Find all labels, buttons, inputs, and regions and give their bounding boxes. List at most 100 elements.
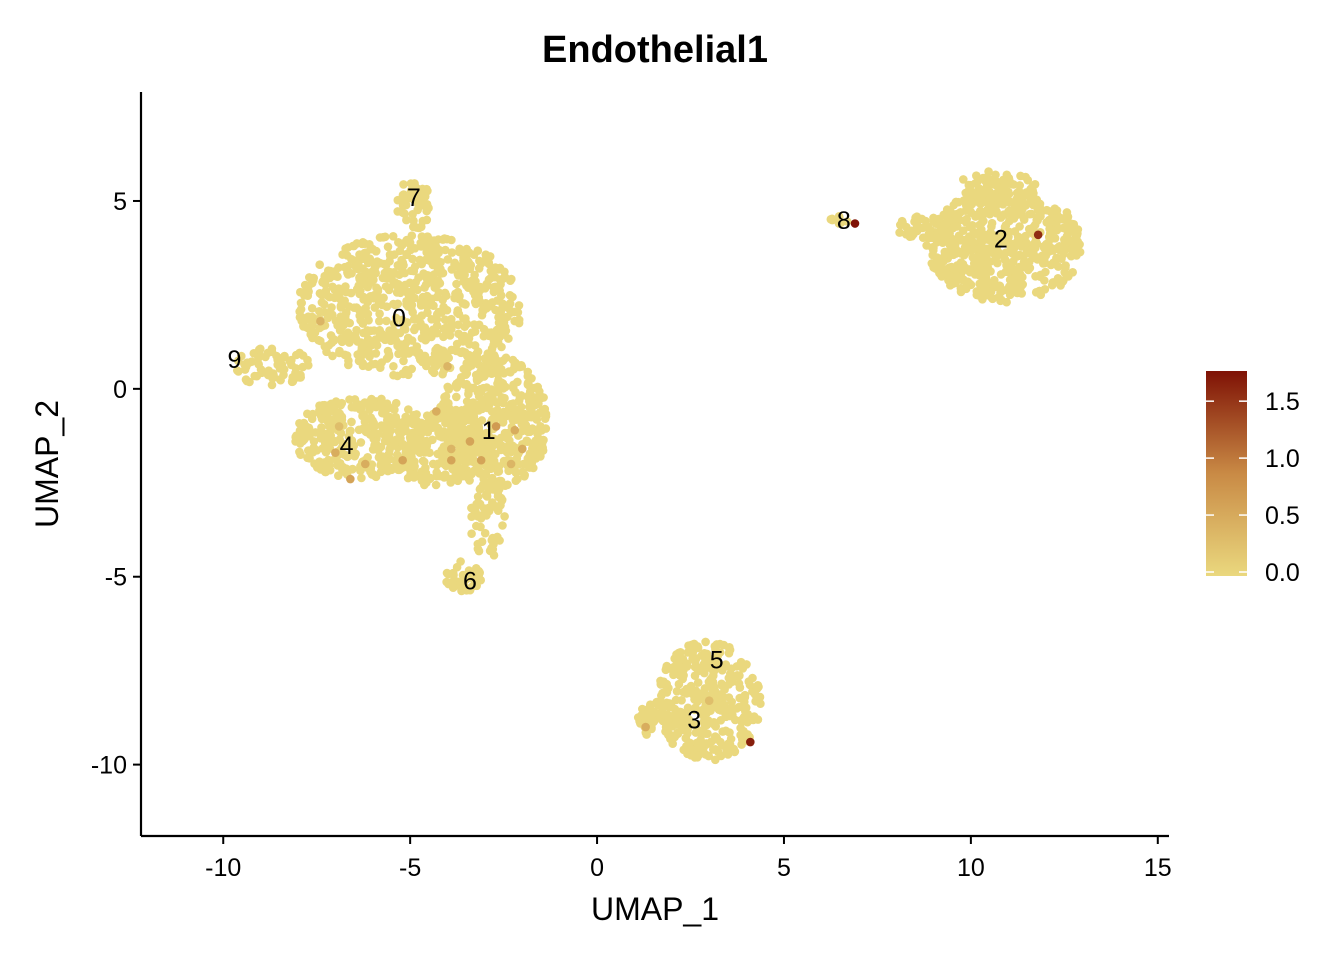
cell-point	[485, 481, 495, 491]
cell-point	[460, 581, 469, 591]
cell-point	[942, 205, 952, 214]
cell-point	[346, 426, 355, 436]
cell-point	[425, 448, 434, 458]
cell-point	[350, 403, 360, 412]
cell-point	[700, 668, 709, 678]
cell-point	[968, 221, 977, 230]
cell-point	[520, 409, 529, 419]
cluster-labels: 0 1 2 3 4 5 6 7 8 9	[228, 184, 1008, 734]
cell-point	[696, 706, 706, 715]
cell-point	[399, 356, 408, 366]
cell-point	[691, 728, 701, 737]
cell-point	[743, 717, 752, 727]
cell-point	[967, 198, 977, 208]
cell-point	[336, 400, 346, 410]
cell-point	[692, 697, 702, 707]
cell-point	[344, 360, 353, 370]
y-axis-ticks: -10 -5 0 5	[91, 188, 141, 780]
cell-point	[494, 382, 504, 392]
cell-point	[405, 239, 415, 249]
expression-point	[506, 459, 516, 469]
cell-point	[1068, 227, 1078, 237]
cell-point	[267, 380, 277, 390]
cell-point	[466, 383, 475, 393]
cell-point	[405, 278, 415, 288]
cell-point	[1016, 283, 1025, 292]
cell-point	[406, 301, 415, 310]
cell-point	[419, 238, 429, 248]
y-axis-label: UMAP_2	[29, 400, 65, 528]
cell-point	[476, 522, 485, 532]
cell-point	[1015, 250, 1024, 260]
cell-point	[449, 569, 458, 579]
cell-point	[242, 358, 252, 368]
cell-point	[338, 250, 347, 259]
cluster-label: 7	[407, 184, 421, 212]
cell-point	[451, 464, 461, 473]
highlighted-points	[316, 219, 1043, 747]
cell-point	[474, 546, 484, 556]
cell-point	[502, 411, 512, 421]
cell-point	[329, 336, 339, 345]
cell-point	[441, 391, 451, 401]
cell-point	[459, 277, 468, 286]
cell-point	[469, 320, 479, 329]
cell-point	[300, 291, 309, 300]
cell-point	[941, 220, 951, 229]
cell-point	[403, 473, 413, 483]
cell-point	[951, 197, 961, 207]
cell-point	[400, 197, 409, 206]
cell-point	[972, 287, 982, 296]
cell-point	[398, 439, 407, 449]
expression-point	[432, 407, 441, 416]
cell-point	[964, 236, 973, 246]
cell-point	[467, 512, 476, 521]
expression-point	[446, 455, 456, 465]
cell-point	[918, 233, 928, 242]
expression-point	[346, 474, 355, 484]
cell-point	[452, 379, 462, 389]
cell-point	[467, 361, 476, 370]
cell-point	[981, 270, 990, 279]
cell-point	[394, 349, 403, 359]
cell-point	[956, 234, 965, 244]
cell-point	[336, 312, 346, 321]
cell-point	[526, 387, 535, 396]
cell-point	[372, 257, 382, 266]
cell-point	[678, 674, 687, 684]
cell-point	[975, 244, 985, 254]
cell-point	[929, 246, 938, 255]
cell-point	[322, 291, 332, 300]
cell-point	[1063, 236, 1072, 246]
cell-point	[909, 229, 918, 239]
cell-point	[370, 303, 380, 312]
cell-point	[452, 339, 462, 349]
cell-point	[404, 287, 413, 297]
cell-point	[409, 188, 419, 197]
cell-point	[393, 299, 403, 309]
cell-point	[321, 460, 331, 470]
cell-point	[986, 287, 996, 297]
cell-point	[959, 226, 968, 235]
cell-point	[420, 439, 430, 448]
cell-point	[1008, 278, 1017, 288]
cell-point	[427, 355, 436, 365]
cell-point	[356, 438, 366, 447]
cell-point	[484, 258, 494, 267]
cell-point	[1050, 234, 1060, 243]
cell-point	[1015, 273, 1025, 282]
cell-point	[981, 184, 991, 194]
cell-point	[1046, 260, 1056, 270]
cell-point	[389, 268, 399, 277]
cell-point	[386, 425, 395, 435]
cell-point	[250, 371, 259, 381]
expression-point	[491, 422, 501, 431]
cell-point	[1033, 255, 1042, 264]
cell-point	[842, 217, 852, 226]
cell-point	[307, 304, 317, 313]
cell-point	[693, 678, 703, 687]
cell-point	[385, 250, 395, 259]
cell-point	[487, 407, 497, 416]
cell-point	[334, 408, 344, 418]
cell-point	[399, 180, 408, 189]
